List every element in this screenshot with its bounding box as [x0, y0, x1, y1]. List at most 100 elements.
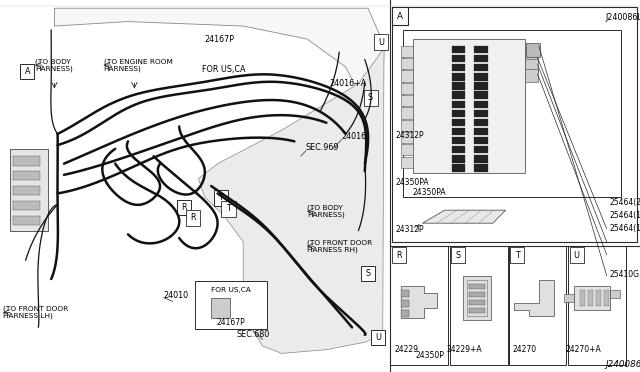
- Text: S: S: [456, 251, 461, 260]
- Bar: [474, 164, 488, 171]
- Text: J240086L: J240086L: [605, 13, 640, 22]
- Bar: [580, 289, 585, 306]
- Text: 24270+A: 24270+A: [566, 345, 602, 354]
- Text: T: T: [226, 204, 231, 213]
- Bar: [401, 46, 413, 57]
- Bar: [588, 289, 593, 306]
- Text: FOR US,CA: FOR US,CA: [211, 287, 251, 293]
- Text: 24229: 24229: [394, 345, 419, 354]
- Text: R: R: [396, 251, 401, 260]
- Bar: [13, 156, 40, 166]
- Polygon shape: [54, 8, 384, 238]
- Text: SEC.969: SEC.969: [306, 143, 339, 152]
- Bar: [195, 281, 267, 329]
- Bar: [474, 137, 488, 144]
- Text: J240086L: J240086L: [605, 360, 640, 369]
- Bar: [401, 108, 413, 119]
- Bar: [568, 246, 626, 365]
- Bar: [452, 55, 465, 62]
- Bar: [186, 210, 200, 226]
- Bar: [401, 289, 409, 296]
- Bar: [509, 246, 566, 365]
- Text: A: A: [397, 12, 403, 21]
- Bar: [401, 120, 413, 131]
- Bar: [463, 276, 491, 320]
- Bar: [452, 73, 465, 81]
- Bar: [564, 294, 574, 302]
- Bar: [474, 128, 488, 135]
- Text: U: U: [375, 333, 381, 342]
- Bar: [468, 283, 485, 289]
- Bar: [604, 289, 609, 306]
- Bar: [401, 299, 409, 307]
- Bar: [525, 68, 538, 81]
- Bar: [452, 110, 465, 117]
- Bar: [574, 286, 610, 310]
- Bar: [474, 46, 488, 53]
- Text: SEC.680: SEC.680: [236, 330, 269, 339]
- Polygon shape: [198, 48, 384, 353]
- Bar: [468, 308, 485, 312]
- Text: 24167P: 24167P: [205, 35, 235, 44]
- Text: R: R: [181, 203, 186, 212]
- Bar: [450, 246, 508, 365]
- Bar: [371, 330, 385, 345]
- Text: 24312P: 24312P: [396, 225, 424, 234]
- Bar: [452, 82, 465, 90]
- Bar: [392, 247, 406, 263]
- Bar: [468, 299, 485, 305]
- Polygon shape: [422, 210, 506, 223]
- Text: 25464(20A): 25464(20A): [609, 198, 640, 207]
- Bar: [525, 59, 538, 72]
- Text: 24350P: 24350P: [415, 351, 445, 360]
- Bar: [474, 55, 488, 62]
- Bar: [401, 83, 413, 94]
- Bar: [177, 200, 191, 215]
- Text: 24010: 24010: [163, 291, 188, 300]
- Bar: [570, 247, 584, 263]
- Text: 25464(15A): 25464(15A): [609, 211, 640, 220]
- Text: (TO BODY
HARNESS): (TO BODY HARNESS): [35, 58, 73, 72]
- Bar: [364, 90, 378, 106]
- Text: (TO FRONT DOOR
HARNESS RH): (TO FRONT DOOR HARNESS RH): [307, 239, 372, 253]
- Text: (TO ENGINE ROOM
HARNESS): (TO ENGINE ROOM HARNESS): [104, 58, 173, 72]
- Bar: [452, 119, 465, 126]
- Bar: [452, 164, 465, 171]
- Text: 24350PA: 24350PA: [396, 178, 429, 187]
- Bar: [20, 64, 35, 79]
- Bar: [221, 201, 236, 217]
- Bar: [401, 144, 413, 155]
- Text: 25410G: 25410G: [609, 270, 639, 279]
- Bar: [374, 34, 388, 50]
- Bar: [401, 95, 413, 106]
- Bar: [452, 146, 465, 153]
- Bar: [401, 132, 413, 143]
- Bar: [13, 201, 40, 210]
- Bar: [401, 310, 409, 317]
- Bar: [474, 82, 488, 90]
- Bar: [401, 58, 413, 69]
- Bar: [214, 190, 228, 206]
- Bar: [474, 100, 488, 108]
- Bar: [452, 64, 465, 71]
- Bar: [413, 39, 525, 173]
- Text: (TO FRONT DOOR
HARNESS LH): (TO FRONT DOOR HARNESS LH): [3, 305, 68, 320]
- Text: 24270: 24270: [513, 345, 537, 354]
- Bar: [610, 289, 620, 298]
- Text: R: R: [190, 214, 195, 222]
- Bar: [467, 280, 487, 315]
- Bar: [361, 266, 375, 281]
- Text: 24016: 24016: [342, 132, 367, 141]
- Bar: [474, 73, 488, 81]
- Bar: [451, 247, 465, 263]
- Text: U: U: [573, 251, 580, 260]
- Bar: [526, 43, 540, 57]
- Text: 25464(10A): 25464(10A): [609, 224, 640, 233]
- Text: T: T: [218, 193, 223, 202]
- Bar: [468, 292, 485, 296]
- Bar: [403, 30, 621, 197]
- Bar: [525, 50, 538, 63]
- Text: 24167P: 24167P: [217, 318, 245, 327]
- Text: 24350PA: 24350PA: [413, 188, 447, 197]
- Bar: [452, 137, 465, 144]
